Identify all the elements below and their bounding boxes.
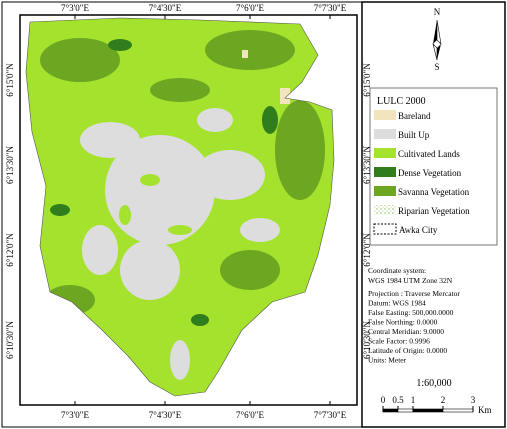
projection-text: Latitude of Origin: 0.0000	[368, 346, 447, 355]
legend-swatch	[374, 110, 396, 120]
legend-label: Savanna Vegetation	[398, 187, 470, 197]
left-coord-label: 6°12'0"N	[5, 233, 15, 267]
north-arrow	[432, 19, 442, 61]
legend-label: Built Up	[398, 130, 430, 140]
coordinate-text: Coordinate system:	[368, 266, 426, 275]
legend-swatch	[374, 167, 396, 177]
right-coord-label: 6°15'0"N	[362, 63, 372, 97]
scale-segment	[397, 408, 414, 413]
legend-swatch	[374, 186, 396, 196]
projection-text: Projection : Traverse Mercator	[368, 289, 460, 298]
projection-text: False Northing: 0.0000	[368, 318, 438, 327]
right-coord-label: 6°12'0"N	[362, 233, 372, 267]
right-coord-label: 6°10'30"N	[362, 321, 372, 359]
left-coord-label: 6°13'30"N	[5, 146, 15, 184]
top-coord-label: 7°3'0"E	[61, 3, 89, 13]
legend-swatch	[374, 148, 396, 158]
scale-tick-label: 1	[411, 395, 416, 405]
top-coord-label: 7°7'30"E	[314, 3, 347, 13]
left-coord-label: 6°15'0"N	[5, 63, 15, 97]
right-coord-label: 6°13'30"N	[362, 146, 372, 184]
projection-text: Scale Factor: 0.9996	[368, 337, 430, 346]
scale-tick-label: 0.5	[392, 395, 404, 405]
bottom-coord-label: 7°7'30"E	[314, 410, 347, 420]
projection-text: Datum: WGS 1984	[368, 299, 426, 308]
scale-tick-label: 3	[471, 395, 476, 405]
projection-text: Central Meridian: 9.0000	[368, 327, 444, 336]
legend-label: Bareland	[398, 111, 431, 121]
scale-segment	[442, 408, 474, 413]
scale-tick-label: 0	[381, 395, 386, 405]
bottom-coord-label: 7°4'30"E	[149, 410, 182, 420]
legend-label: Cultivated Lands	[398, 149, 460, 159]
legend-swatch	[374, 205, 396, 215]
scale-segment	[412, 408, 444, 413]
legend-swatch	[374, 129, 396, 139]
legend-label: Riparian Vegetation	[398, 206, 470, 216]
legend-swatch	[373, 223, 397, 235]
top-coord-label: 7°4'30"E	[149, 3, 182, 13]
legend-label: Dense Vegetation	[398, 168, 462, 178]
projection-text: False Easting: 500,000.0000	[368, 308, 454, 317]
south-label: S	[434, 62, 439, 72]
top-coord-label: 7°6'0"E	[236, 3, 264, 13]
left-coord-label: 6°10'30"N	[5, 321, 15, 359]
scale-segment	[382, 408, 399, 413]
scale-text: 1:60,000	[416, 378, 451, 389]
bottom-coord-label: 7°3'0"E	[61, 410, 89, 420]
legend-title: LULC 2000	[377, 96, 426, 107]
legend-label: Awka City	[399, 225, 438, 235]
projection-text: Units: Meter	[368, 356, 407, 365]
scale-tick-label: 2	[441, 395, 446, 405]
scale-unit: Km	[478, 405, 492, 415]
bottom-coord-label: 7°6'0"E	[236, 410, 264, 420]
coordinate-text: WGS 1984 UTM Zone 32N	[368, 276, 453, 285]
north-label: N	[434, 7, 441, 17]
